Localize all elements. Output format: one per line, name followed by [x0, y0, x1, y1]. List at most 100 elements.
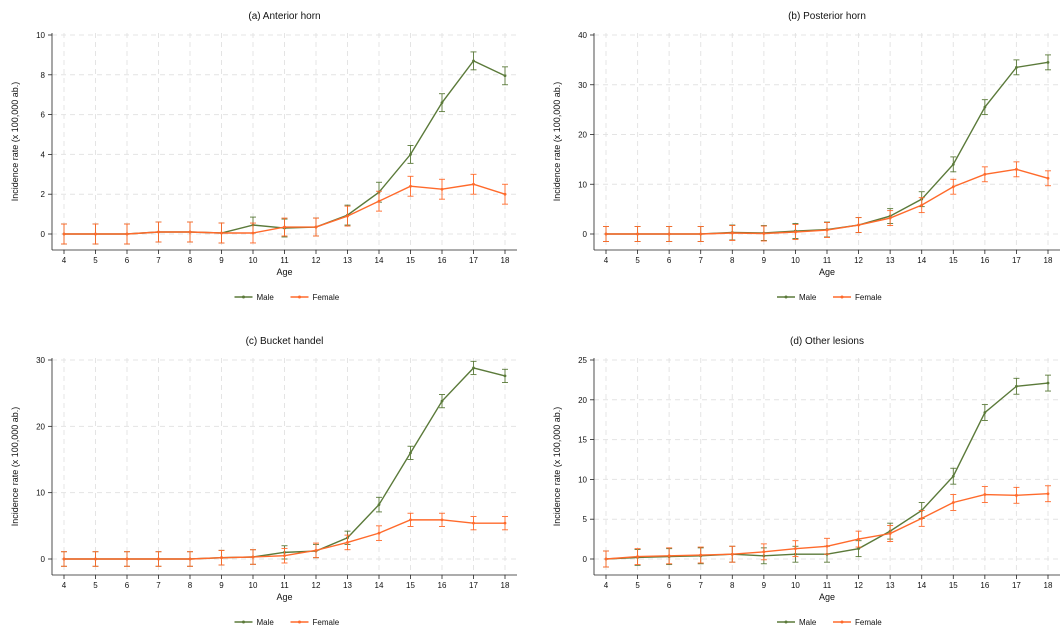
panel-title: (a) Anterior horn	[248, 11, 320, 22]
data-point	[283, 225, 286, 229]
data-point	[62, 232, 66, 236]
legend-marker	[298, 620, 301, 624]
x-tick-label: 18	[501, 256, 510, 265]
x-tick-label: 16	[980, 581, 989, 590]
legend-marker	[242, 620, 245, 624]
data-point	[314, 225, 318, 229]
x-tick-label: 10	[791, 581, 800, 590]
data-point	[251, 231, 255, 235]
x-axis-label: Age	[276, 592, 292, 602]
x-tick-label: 11	[823, 256, 832, 265]
panel-title: (b) Posterior horn	[788, 11, 866, 22]
x-tick-label: 10	[249, 256, 258, 265]
x-tick-label: 16	[980, 256, 989, 265]
data-point	[636, 555, 639, 559]
x-tick-label: 9	[762, 581, 767, 590]
x-axis-label: Age	[276, 267, 292, 277]
x-tick-label: 14	[375, 256, 384, 265]
panel-title: (d) Other lesions	[790, 336, 864, 347]
x-tick-label: 5	[635, 256, 640, 265]
data-point	[1046, 176, 1050, 180]
data-point	[794, 230, 797, 234]
data-point	[857, 537, 860, 541]
data-point	[472, 182, 475, 186]
x-tick-label: 14	[917, 256, 926, 265]
x-tick-label: 18	[1044, 256, 1053, 265]
y-tick-label: 6	[41, 111, 46, 120]
data-point	[888, 532, 892, 535]
y-axis-label: Incidence rate (x 100,000 ab.)	[10, 82, 20, 202]
x-tick-label: 9	[219, 256, 224, 265]
grid	[52, 33, 517, 250]
x-tick-label: 17	[469, 256, 478, 265]
data-point	[440, 187, 444, 191]
data-point	[888, 216, 892, 220]
data-point	[920, 203, 924, 207]
x-axis-label: Age	[819, 267, 835, 277]
data-point	[1015, 167, 1018, 171]
data-point	[825, 544, 829, 548]
x-tick-label: 15	[406, 581, 415, 590]
legend-label: Female	[313, 293, 340, 302]
data-point	[472, 59, 475, 63]
data-point	[951, 501, 955, 504]
y-tick-label: 30	[36, 356, 45, 365]
x-tick-label: 11	[823, 581, 832, 590]
x-tick-label: 6	[125, 256, 130, 265]
legend-marker	[840, 295, 844, 299]
x-tick-label: 10	[249, 581, 258, 590]
y-tick-label: 10	[36, 489, 45, 498]
legend: Male Female	[234, 618, 340, 627]
x-tick-label: 13	[343, 256, 352, 265]
panel-posterior-horn: 0 10 20 30 40 4 5 6 7 8 9 10 11 12 13 14 15 16 17 18 (b) Pos…	[552, 11, 1060, 302]
data-point	[636, 232, 639, 236]
x-tick-label: 7	[156, 581, 161, 590]
x-tick-label: 13	[343, 581, 352, 590]
data-point	[699, 553, 703, 557]
y-tick-label: 10	[578, 475, 587, 484]
data-point	[1046, 60, 1050, 64]
y-tick-label: 2	[41, 190, 46, 199]
legend-label: Female	[313, 618, 340, 627]
data-point	[314, 548, 318, 552]
data-point	[983, 411, 987, 414]
x-tick-label: 16	[438, 581, 447, 590]
x-tick-label: 11	[280, 256, 289, 265]
series-female	[61, 173, 508, 245]
y-tick-label: 30	[578, 81, 587, 90]
data-point	[188, 230, 192, 234]
data-point	[62, 557, 66, 561]
x-tick-label: 6	[667, 581, 672, 590]
data-point	[188, 557, 192, 561]
data-point	[409, 518, 412, 522]
x-tick-label: 17	[1012, 256, 1021, 265]
x-tick-label: 16	[438, 256, 447, 265]
y-tick-label: 25	[578, 356, 587, 365]
y-axis-label: Incidence rate (x 100,000 ab.)	[552, 407, 562, 527]
data-point	[440, 518, 444, 522]
legend-marker	[298, 295, 301, 299]
y-tick-label: 10	[36, 31, 45, 40]
x-tick-label: 4	[604, 581, 609, 590]
x-tick-label: 8	[730, 581, 735, 590]
panel-other-lesions: 0 5 10 15 20 25 4 5 6 7 8 9 10 11 12 13 14 15 16 17 18 (d) Ot…	[552, 336, 1060, 627]
x-tick-label: 8	[730, 256, 735, 265]
series-female	[603, 485, 1051, 568]
data-point	[440, 399, 444, 403]
y-tick-label: 0	[41, 555, 46, 564]
panel-anterior-horn: 0 2 4 6 8 10 4 5 6 7 8 9 10 11 12 13 14 15 16 17 18 (a) Anter…	[10, 11, 517, 302]
x-tick-label: 11	[280, 581, 289, 590]
y-tick-label: 8	[41, 71, 46, 80]
legend: Male Female	[777, 618, 882, 627]
y-axis-label: Incidence rate (x 100,000 ab.)	[552, 82, 562, 202]
x-tick-label: 18	[1044, 581, 1053, 590]
y-tick-label: 15	[578, 436, 587, 445]
data-point	[983, 493, 987, 496]
data-point	[157, 230, 160, 234]
x-tick-label: 5	[93, 581, 98, 590]
y-tick-label: 20	[36, 422, 45, 431]
data-point	[409, 153, 412, 156]
legend-label: Male	[257, 618, 275, 627]
x-tick-label: 13	[886, 256, 895, 265]
data-point	[604, 232, 608, 236]
